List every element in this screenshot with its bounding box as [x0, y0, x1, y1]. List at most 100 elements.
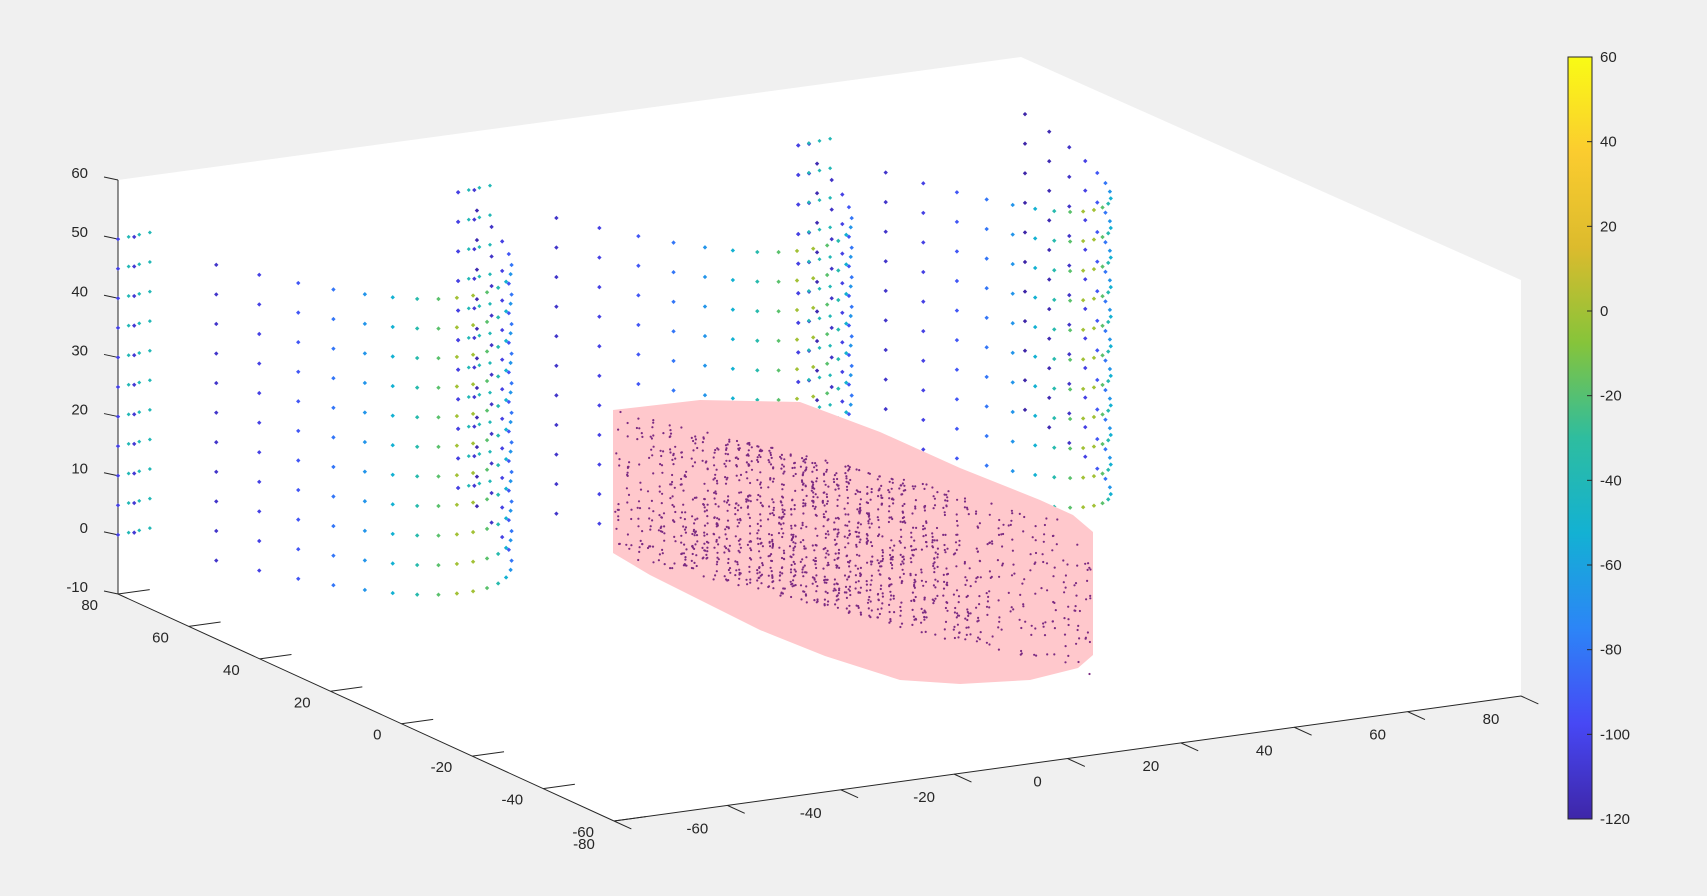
- cloud-point: [835, 595, 838, 598]
- cloud-point: [726, 519, 730, 522]
- cloud-point: [854, 492, 857, 496]
- wall-point: [466, 365, 471, 370]
- cloud-point: [801, 571, 804, 574]
- wall-point: [554, 363, 559, 369]
- wall-point: [796, 320, 801, 326]
- wall-point: [509, 381, 514, 386]
- wall-point: [506, 399, 512, 405]
- cloud-point: [790, 595, 793, 599]
- wall-point: [836, 268, 841, 273]
- wall-point: [554, 511, 559, 516]
- cloud-point: [1010, 574, 1014, 577]
- wall-point: [1108, 491, 1113, 497]
- cloud-point: [693, 522, 696, 525]
- wall-point: [1106, 467, 1111, 473]
- wall-point: [814, 220, 820, 225]
- cloud-point: [963, 497, 967, 500]
- cloud-point: [935, 526, 939, 530]
- wall-point: [1091, 444, 1097, 449]
- cloud-point: [660, 464, 664, 467]
- cloud-point: [987, 595, 990, 599]
- wall-point: [509, 351, 514, 356]
- cloud-point: [690, 436, 693, 439]
- cloud-point: [813, 507, 816, 510]
- z-tick-label: 0: [80, 520, 88, 537]
- wall-point: [1067, 381, 1072, 387]
- cloud-point: [739, 546, 743, 549]
- wall-point: [554, 274, 559, 280]
- wall-point: [477, 363, 482, 368]
- wall-point: [503, 368, 509, 373]
- cloud-point: [772, 587, 775, 590]
- cloud-point: [690, 559, 693, 563]
- cloud-point: [826, 578, 829, 581]
- y-tick: [117, 589, 150, 595]
- cloud-point: [963, 506, 967, 509]
- wall-point: [829, 384, 834, 390]
- wall-point: [806, 348, 811, 353]
- cloud-point: [748, 443, 751, 446]
- wall-point: [137, 350, 142, 355]
- cloud-point: [866, 485, 869, 489]
- wall-point: [1010, 232, 1015, 237]
- wall-point: [1106, 349, 1111, 354]
- cloud-point: [814, 560, 817, 563]
- cloud-point: [824, 556, 827, 559]
- cloud-point: [803, 458, 806, 461]
- cloud-point: [734, 535, 737, 538]
- cloud-point: [920, 579, 924, 582]
- wall-point: [470, 500, 476, 505]
- cloud-point: [877, 508, 880, 511]
- cloud-point: [990, 540, 994, 543]
- z-tick-label: 10: [71, 461, 88, 478]
- cloud-point: [943, 493, 946, 496]
- wall-point: [436, 592, 441, 597]
- cloud-point: [694, 435, 697, 438]
- cloud-point: [891, 549, 894, 552]
- cloud-point: [1045, 562, 1049, 565]
- cloud-point: [889, 590, 892, 593]
- cloud-point: [1018, 512, 1021, 516]
- cloud-point: [638, 546, 641, 549]
- cloud-point: [750, 468, 754, 471]
- cloud-point: [978, 560, 982, 563]
- wall-point: [849, 334, 854, 339]
- cloud-point: [805, 601, 808, 604]
- cloud-point: [856, 490, 860, 493]
- cloud-point: [998, 575, 1001, 578]
- cloud-point: [922, 535, 925, 538]
- cloud-point: [712, 532, 715, 536]
- wall-point: [474, 504, 480, 509]
- wall-point: [844, 321, 849, 326]
- wall-point: [954, 219, 960, 225]
- cloud-point: [723, 575, 726, 578]
- cloud-point: [734, 574, 737, 577]
- cloud-point: [782, 587, 785, 590]
- cloud-point: [900, 601, 903, 604]
- wall-point: [484, 290, 490, 295]
- wall-point: [509, 499, 514, 504]
- wall-point: [1107, 278, 1113, 283]
- cloud-point: [768, 540, 771, 543]
- wall-point: [474, 356, 480, 361]
- cloud-point: [881, 557, 885, 561]
- cloud-point: [805, 455, 808, 458]
- wall-point: [115, 473, 121, 478]
- cloud-point: [1046, 589, 1049, 592]
- cloud-point: [816, 585, 819, 588]
- cloud-point: [1088, 672, 1091, 676]
- cloud-point: [876, 616, 880, 619]
- cloud-point: [878, 526, 881, 529]
- cloud-point: [660, 454, 663, 458]
- cloud-point: [859, 498, 863, 501]
- wall-point: [1095, 348, 1100, 353]
- wall-point: [1047, 425, 1052, 430]
- cloud-point: [662, 432, 665, 435]
- cloud-point: [914, 548, 918, 551]
- wall-point: [814, 338, 820, 344]
- wall-point: [137, 291, 142, 296]
- cloud-point: [745, 454, 748, 457]
- cloud-point: [1035, 654, 1038, 657]
- cloud-point: [772, 580, 775, 583]
